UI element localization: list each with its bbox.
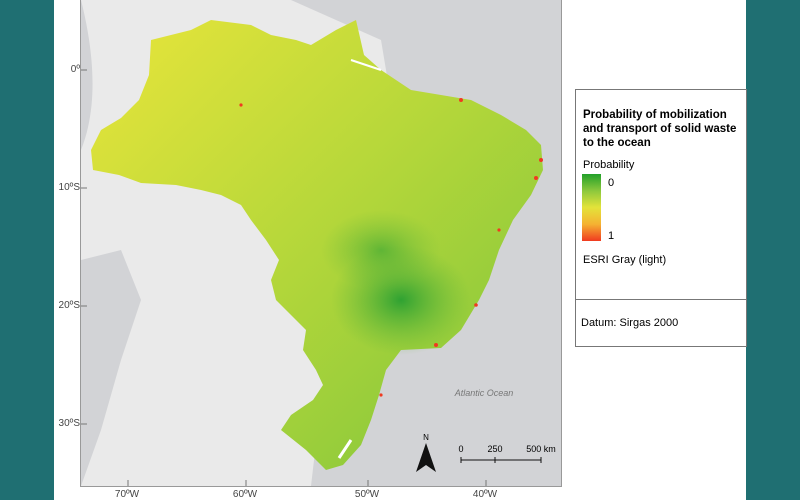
legend-divider (576, 299, 746, 300)
lat-tick-30s: 30ºS (58, 418, 80, 429)
map-legend: Probability of mobilization and transpor… (575, 89, 747, 347)
map-frame[interactable]: Atlantic Ocean N 0 250 500 km (80, 0, 562, 487)
ramp-high-label: 1 (608, 230, 615, 242)
lon-tick-50w: 50ºW (354, 489, 380, 500)
legend-probability-label: Probability (583, 159, 635, 171)
lon-tick-40w: 40ºW (472, 489, 498, 500)
legend-title: Probability of mobilization and transpor… (583, 109, 737, 149)
lon-tick-70w: 70ºW (114, 489, 140, 500)
scale-label-0: 0 (458, 444, 463, 454)
scale-label-500: 500 km (526, 444, 556, 454)
lon-tick-60w: 60ºW (232, 489, 258, 500)
datum-label: Datum: Sirgas 2000 (581, 317, 679, 329)
lat-tick-20s: 20ºS (58, 300, 80, 311)
scale-label-250: 250 (487, 444, 502, 454)
scale-bar: 0 250 500 km (458, 444, 556, 463)
lat-tick-0: 0º (70, 64, 80, 75)
map-canvas: Atlantic Ocean N 0 250 500 km (81, 0, 556, 486)
basemap-label: ESRI Gray (light) (583, 254, 667, 266)
svg-text:N: N (423, 433, 429, 442)
pacific-coast (81, 250, 141, 486)
north-arrow-icon: N (416, 433, 436, 472)
brazil-territory (91, 20, 543, 470)
ramp-low-label: 0 (608, 177, 615, 189)
lat-tick-10s: 10ºS (58, 182, 80, 193)
probability-color-ramp (582, 174, 601, 241)
ocean-label: Atlantic Ocean (454, 388, 514, 398)
